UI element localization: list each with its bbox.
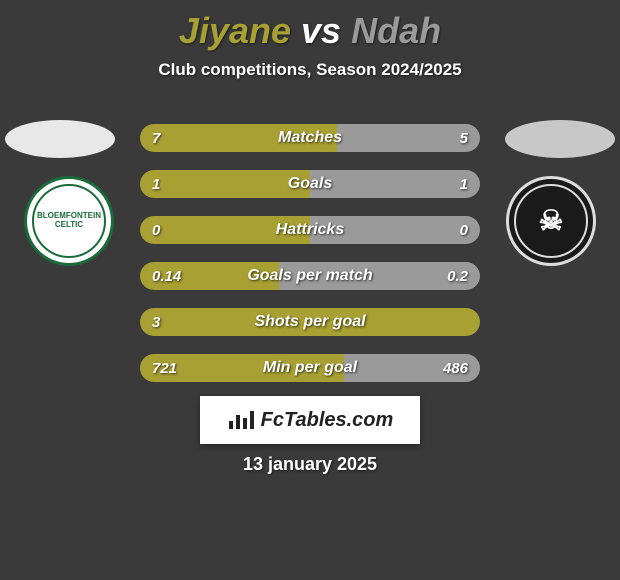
stat-value-right: 0 bbox=[460, 222, 468, 239]
fctables-badge[interactable]: FcTables.com bbox=[200, 396, 420, 444]
stat-label: Goals bbox=[288, 175, 332, 193]
stat-row: 721 486 Min per goal bbox=[140, 354, 480, 382]
stat-value-left: 721 bbox=[152, 360, 177, 377]
brand-text: FcTables.com bbox=[261, 409, 394, 432]
player1-avatar-placeholder bbox=[5, 120, 115, 158]
stat-label: Min per goal bbox=[263, 359, 357, 377]
stat-bar-right bbox=[337, 124, 480, 152]
stat-label: Goals per match bbox=[247, 267, 372, 285]
subtitle: Club competitions, Season 2024/2025 bbox=[0, 60, 620, 80]
club-logo-right: ☠ bbox=[506, 176, 596, 266]
date-text: 13 january 2025 bbox=[0, 454, 620, 475]
stat-value-left: 3 bbox=[152, 314, 160, 331]
player1-name: Jiyane bbox=[179, 10, 291, 51]
stat-label: Hattricks bbox=[276, 221, 344, 239]
comparison-title: Jiyane vs Ndah bbox=[0, 0, 620, 52]
stat-label: Matches bbox=[278, 129, 342, 147]
stat-value-right: 486 bbox=[443, 360, 468, 377]
stat-row: 7 5 Matches bbox=[140, 124, 480, 152]
club-logo-left: BLOEMFONTEIN CELTIC bbox=[24, 176, 114, 266]
stat-value-left: 7 bbox=[152, 130, 160, 147]
stat-value-right: 0.2 bbox=[447, 268, 468, 285]
stat-value-left: 1 bbox=[152, 176, 160, 193]
stat-value-right: 1 bbox=[460, 176, 468, 193]
stats-container: 7 5 Matches 1 1 Goals 0 0 Hattricks 0.14 0.2 Goals … bbox=[140, 124, 480, 400]
stat-row: 1 1 Goals bbox=[140, 170, 480, 198]
stat-row: 0 0 Hattricks bbox=[140, 216, 480, 244]
stat-bar-left bbox=[140, 170, 310, 198]
skull-icon: ☠ bbox=[538, 207, 563, 235]
player2-name: Ndah bbox=[351, 10, 441, 51]
stat-label: Shots per goal bbox=[254, 313, 365, 331]
stat-value-right: 5 bbox=[460, 130, 468, 147]
stat-value-left: 0 bbox=[152, 222, 160, 239]
chart-icon bbox=[227, 409, 255, 431]
vs-text: vs bbox=[301, 10, 341, 51]
stat-row: 0.14 0.2 Goals per match bbox=[140, 262, 480, 290]
club-left-name: BLOEMFONTEIN CELTIC bbox=[27, 204, 111, 238]
stat-bar-right bbox=[310, 170, 480, 198]
stat-row: 3 Shots per goal bbox=[140, 308, 480, 336]
stat-value-left: 0.14 bbox=[152, 268, 181, 285]
player2-avatar-placeholder bbox=[505, 120, 615, 158]
